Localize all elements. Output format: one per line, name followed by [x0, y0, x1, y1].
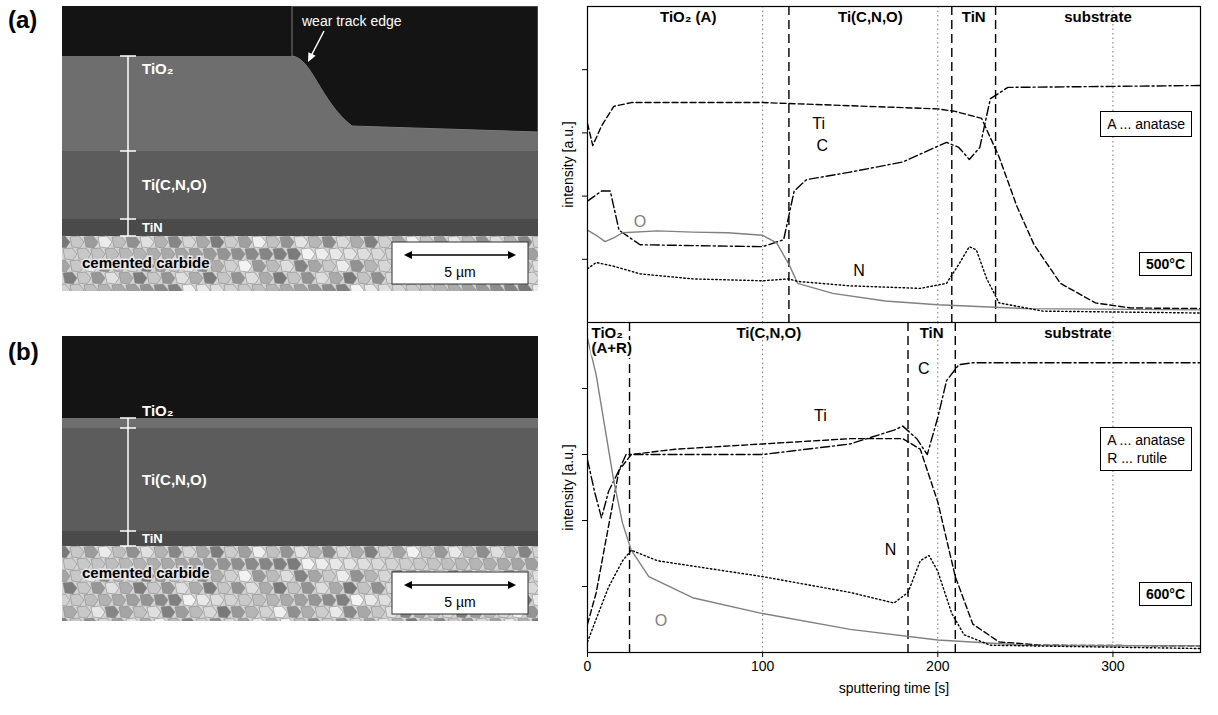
- html-text:(a): (a): [8, 6, 38, 33]
- svg-text:200: 200: [926, 658, 950, 674]
- html-text:(b): (b): [8, 338, 39, 365]
- svg-text:intensity [a.u.]: intensity [a.u.]: [560, 121, 576, 207]
- svg-text:cemented carbide: cemented carbide: [82, 254, 210, 271]
- svg-text:300: 300: [1101, 658, 1125, 674]
- svg-text:TiO₂: TiO₂: [142, 60, 173, 77]
- svg-text:5 µm: 5 µm: [444, 594, 475, 610]
- svg-text:Ti(C,N,O): Ti(C,N,O): [142, 176, 207, 193]
- svg-text:substrate: substrate: [1064, 8, 1132, 25]
- html-text:A ... anatase R ... rutile: A ... anatase R ... rutile: [1107, 432, 1185, 466]
- svg-text:wear track edge: wear track edge: [301, 13, 402, 29]
- svg-text:TiN: TiN: [142, 220, 163, 235]
- svg-text:C: C: [816, 137, 828, 154]
- svg-text:O: O: [634, 213, 646, 230]
- svg-text:TiO₂: TiO₂: [142, 402, 173, 419]
- svg-text:TiO₂ (A): TiO₂ (A): [660, 8, 716, 25]
- svg-text:100: 100: [751, 658, 775, 674]
- svg-text:Ti(C,N,O): Ti(C,N,O): [142, 471, 207, 488]
- svg-text:0: 0: [584, 658, 592, 674]
- svg-text:Ti: Ti: [814, 407, 827, 424]
- svg-text:Ti: Ti: [812, 115, 825, 132]
- svg-text:C: C: [918, 360, 930, 377]
- svg-text:Ti(C,N,O): Ti(C,N,O): [838, 8, 903, 25]
- svg-text:TiN: TiN: [142, 531, 163, 546]
- svg-text:TiO₂(A+R): TiO₂(A+R): [592, 324, 632, 356]
- svg-text:O: O: [655, 612, 667, 629]
- svg-text:intensity [a.u.]: intensity [a.u.]: [560, 444, 576, 530]
- svg-text:N: N: [885, 541, 897, 558]
- svg-text:N: N: [853, 262, 865, 279]
- svg-text:TiN: TiN: [962, 8, 986, 25]
- svg-text:TiN: TiN: [920, 324, 944, 341]
- svg-text:cemented carbide: cemented carbide: [82, 564, 210, 581]
- svg-text:5 µm: 5 µm: [444, 264, 475, 280]
- html-text:500°C: 500°C: [1145, 256, 1185, 272]
- svg-text:Ti(C,N,O): Ti(C,N,O): [736, 324, 801, 341]
- svg-text:substrate: substrate: [1044, 324, 1112, 341]
- svg-text:sputtering time [s]: sputtering time [s]: [839, 680, 950, 696]
- html-text:600°C: 600°C: [1145, 586, 1185, 602]
- html-text:A ... anatase: A ... anatase: [1107, 116, 1185, 132]
